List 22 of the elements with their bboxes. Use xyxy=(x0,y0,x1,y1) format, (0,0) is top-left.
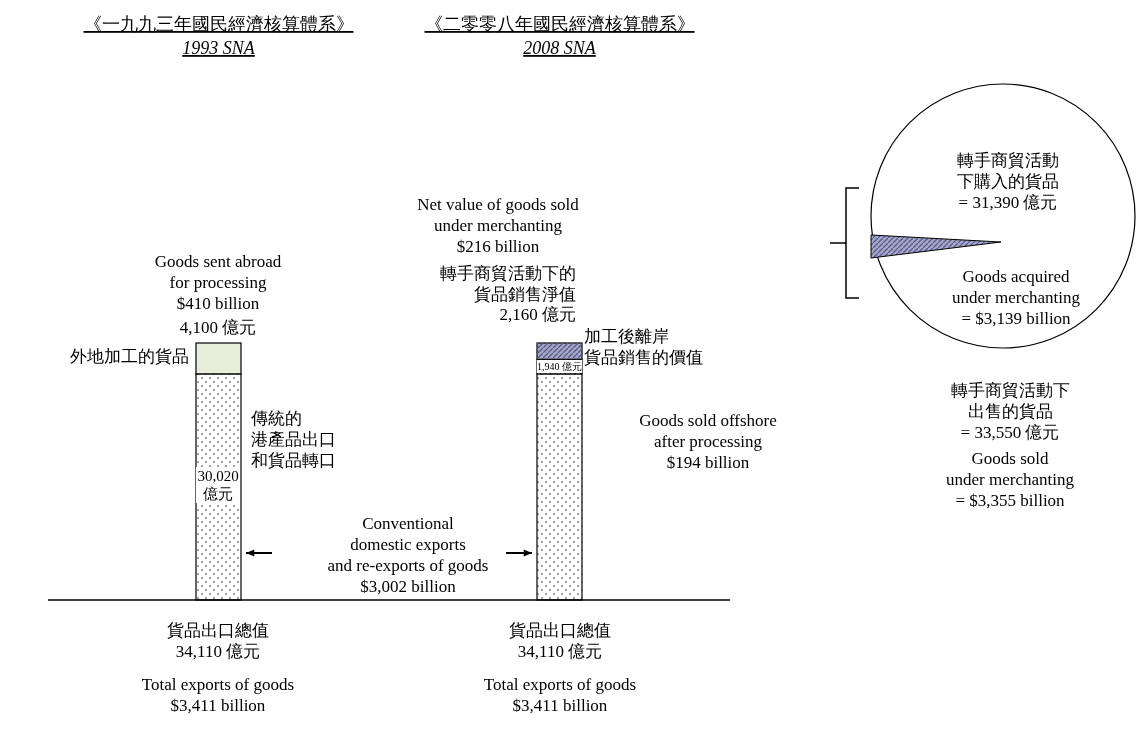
text: Goods sent abroad for processing $410 billion xyxy=(153,251,283,314)
series-label: 外地加工的貨品 xyxy=(69,346,189,367)
data-label: 4,100 億元 xyxy=(179,318,257,338)
text: Total exports of goods $3,411 billion xyxy=(140,674,296,716)
text: Total exports of goods $3,411 billion xyxy=(482,674,638,716)
text: 貨品出口總值 34,110 億元 xyxy=(508,620,612,662)
data-label: 2,160 億元 xyxy=(499,305,576,325)
annotation: Goods sold offshore after processing $194 billion xyxy=(638,410,778,473)
x-tick-label: 《二零零八年國民經濟核算體系》 2008 SNA xyxy=(424,14,695,58)
x-tick-label: 《一九九三年國民經濟核算體系》 1993 SNA xyxy=(83,14,354,58)
annotation: Conventional domestic exports and re-exports of goods $3,002 billion xyxy=(326,513,490,597)
text: Goods sold under merchanting = $3,355 billion xyxy=(945,448,1075,511)
data-label: 30,020 億元 xyxy=(196,467,240,503)
text: 轉手商貿活動下購入的貨品 = 31,390 億元 xyxy=(956,150,1060,213)
text: 轉手商貿活動下的貨品銷售淨值 xyxy=(439,263,576,305)
text: Goods acquired under merchanting = $3,139 billion xyxy=(951,266,1081,329)
text: 轉手商貿活動下出售的貨品 = 33,550 億元 xyxy=(949,380,1071,443)
data-label: 1,940 億元 xyxy=(537,360,582,373)
text: 貨品出口總值 34,110 億元 xyxy=(166,620,270,662)
series-label: 傳統的港產品出口和貨品轉口 xyxy=(251,408,337,471)
series-label: 加工後離岸貨品銷售的價值 xyxy=(584,326,704,368)
text: Net value of goods sold under merchanting $216 billion xyxy=(416,194,580,257)
